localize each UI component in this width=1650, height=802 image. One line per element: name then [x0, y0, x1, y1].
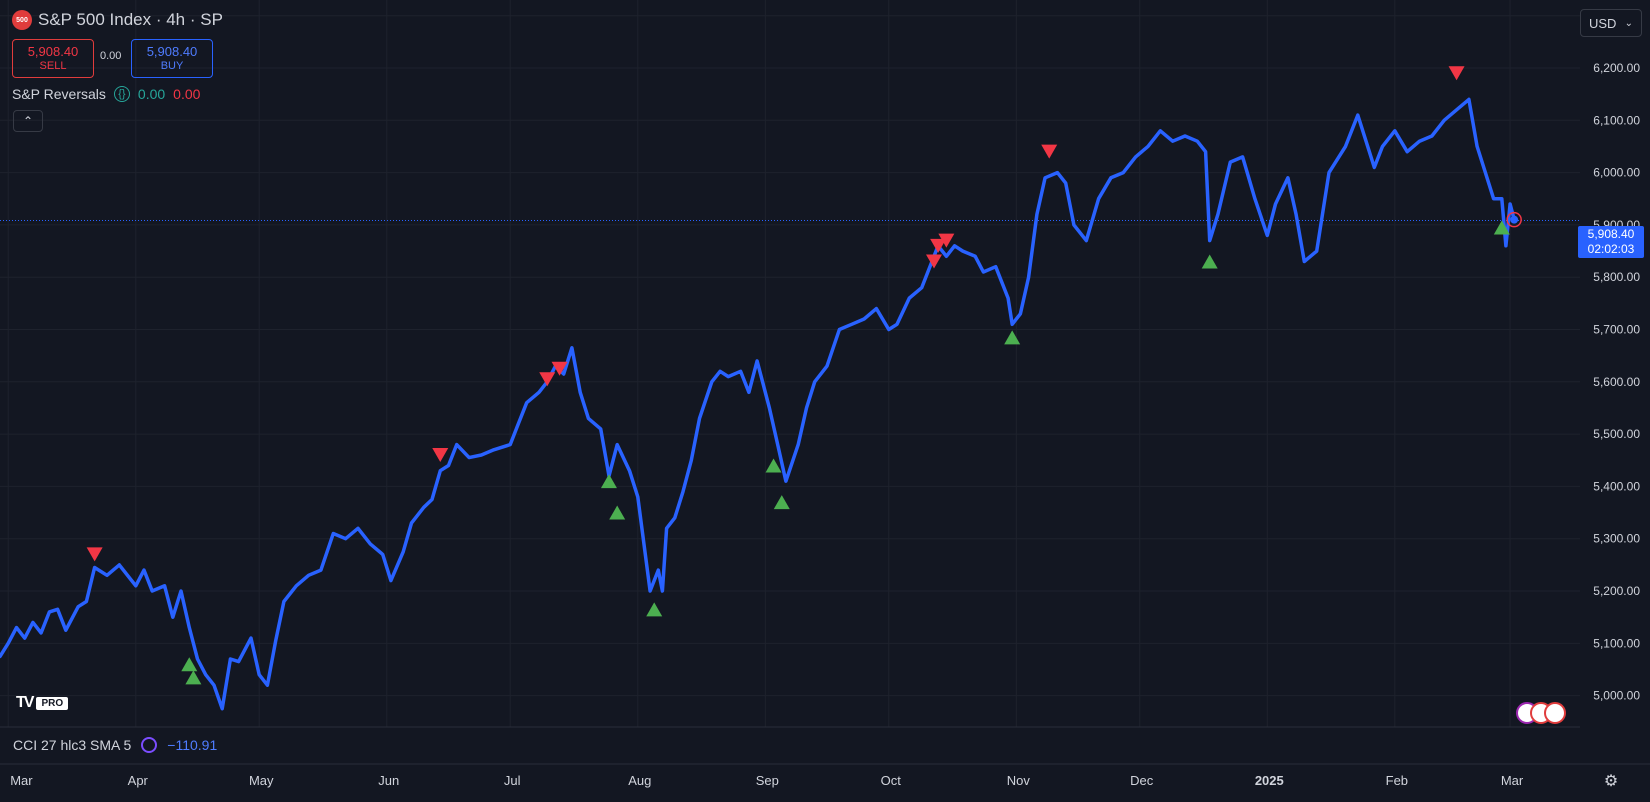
y-axis: 5,000.00 5,100.00 5,200.00 5,300.00 5,400.00…: [1593, 9, 1640, 703]
economic-events[interactable]: [1516, 702, 1566, 724]
y-tick-label: 5,200.00: [1593, 584, 1640, 598]
x-tick-label: Sep: [756, 773, 779, 788]
chevron-up-icon: ⌃: [22, 114, 34, 128]
reversal-up-marker[interactable]: [185, 670, 202, 685]
y-tick-label: 5,400.00: [1593, 479, 1640, 493]
currency-selector[interactable]: USD ⌄: [1580, 9, 1642, 37]
chart-grid: [0, 0, 1580, 727]
spread-value: 0.00: [100, 50, 122, 62]
reversal-up-marker[interactable]: [765, 458, 782, 473]
x-tick-label: Jun: [378, 773, 399, 788]
y-tick-label: 5,300.00: [1593, 532, 1640, 546]
reversal-up-marker[interactable]: [181, 657, 198, 672]
tradingview-logo[interactable]: TV PRO: [16, 694, 69, 712]
y-tick-label: 6,200.00: [1593, 61, 1640, 75]
cci-legend[interactable]: CCI 27 hlc3 SMA 5 −110.91: [13, 737, 217, 753]
x-tick-label: Mar: [10, 773, 33, 788]
reversal-down-marker[interactable]: [938, 233, 955, 248]
bar-countdown: 02:02:03: [1587, 242, 1635, 256]
indicator-loading-icon: {}: [113, 86, 130, 102]
x-tick-label: 2025: [1255, 773, 1284, 788]
reversal-up-marker[interactable]: [1004, 330, 1021, 345]
reversal-down-marker[interactable]: [1041, 144, 1058, 159]
sell-price: 5,908.40: [27, 43, 79, 59]
reversal-down-marker[interactable]: [432, 448, 449, 463]
y-tick-label: 5,500.00: [1593, 427, 1640, 441]
x-tick-label: Jul: [504, 773, 521, 788]
indicator-legend[interactable]: S&P Reversals {} 0.00 0.00: [12, 86, 200, 102]
current-price-label: 5,908.40: [1587, 227, 1635, 241]
price-series-line[interactable]: [0, 97, 1516, 711]
pro-badge: PRO: [36, 696, 69, 710]
reversal-up-marker[interactable]: [609, 505, 626, 520]
buy-label: BUY: [160, 59, 184, 72]
current-price-tag: 5,908.40 02:02:03: [1578, 226, 1644, 258]
reversal-markers: [86, 66, 1510, 685]
y-tick-label: 6,100.00: [1593, 113, 1640, 127]
x-tick-label: Feb: [1386, 773, 1408, 788]
cci-loading-icon: [141, 737, 158, 753]
sp500-logo-icon[interactable]: 500: [12, 10, 32, 30]
y-tick-label: 5,800.00: [1593, 270, 1640, 284]
symbol-title[interactable]: S&P 500 Index · 4h · SP: [38, 10, 223, 29]
y-tick-label: 5,700.00: [1593, 323, 1640, 337]
y-tick-label: 5,600.00: [1593, 375, 1640, 389]
x-tick-label: Mar: [1501, 773, 1524, 788]
reversal-down-marker[interactable]: [930, 238, 947, 253]
reversal-down-marker[interactable]: [86, 547, 103, 562]
collapse-legend-button[interactable]: ⌃: [13, 110, 43, 132]
indicator-value-up: 0.00: [137, 86, 166, 102]
reversal-down-marker[interactable]: [551, 361, 568, 376]
x-tick-label: Apr: [128, 773, 149, 788]
cci-value: −110.91: [167, 737, 218, 753]
symbol-header: 500 S&P 500 Index · 4h · SP: [12, 10, 223, 30]
x-tick-label: Oct: [881, 773, 902, 788]
y-tick-label: 6,000.00: [1593, 166, 1640, 180]
settings-gear-icon[interactable]: ⚙: [1603, 773, 1619, 790]
tv-mark-icon: TV: [16, 694, 35, 711]
indicator-value-down: 0.00: [173, 86, 201, 102]
us-flag-icon[interactable]: [1544, 702, 1566, 724]
reversal-up-marker[interactable]: [773, 495, 790, 510]
indicator-name[interactable]: S&P Reversals: [12, 86, 106, 102]
x-axis: Mar Apr May Jun Jul Aug Sep Oct Nov Dec 2025 Feb Mar: [10, 773, 1524, 788]
sell-button[interactable]: 5,908.40 SELL: [12, 39, 94, 78]
x-tick-label: Aug: [628, 773, 651, 788]
last-price-dot: [1510, 215, 1519, 224]
reversal-up-marker[interactable]: [1201, 254, 1218, 269]
reversal-down-marker[interactable]: [1448, 66, 1465, 81]
y-tick-label: 5,100.00: [1593, 636, 1640, 650]
currency-label: USD: [1589, 15, 1617, 31]
reversal-down-marker[interactable]: [539, 372, 556, 387]
reversal-up-marker[interactable]: [1493, 220, 1510, 235]
last-price-ring: [1506, 211, 1522, 228]
reversal-up-marker[interactable]: [646, 602, 663, 617]
x-tick-label: Nov: [1007, 773, 1031, 788]
cci-label[interactable]: CCI 27 hlc3 SMA 5: [13, 737, 132, 753]
reversal-down-marker[interactable]: [926, 254, 943, 269]
x-tick-label: May: [249, 773, 274, 788]
price-line-layer: [0, 97, 1522, 711]
chevron-down-icon: ⌄: [1624, 17, 1633, 29]
buy-button[interactable]: 5,908.40 BUY: [131, 39, 213, 78]
buy-price: 5,908.40: [146, 43, 198, 59]
y-tick-label: 5,000.00: [1593, 689, 1640, 703]
sell-label: SELL: [39, 59, 67, 72]
x-tick-label: Dec: [1130, 773, 1154, 788]
reversal-up-marker[interactable]: [600, 474, 617, 489]
